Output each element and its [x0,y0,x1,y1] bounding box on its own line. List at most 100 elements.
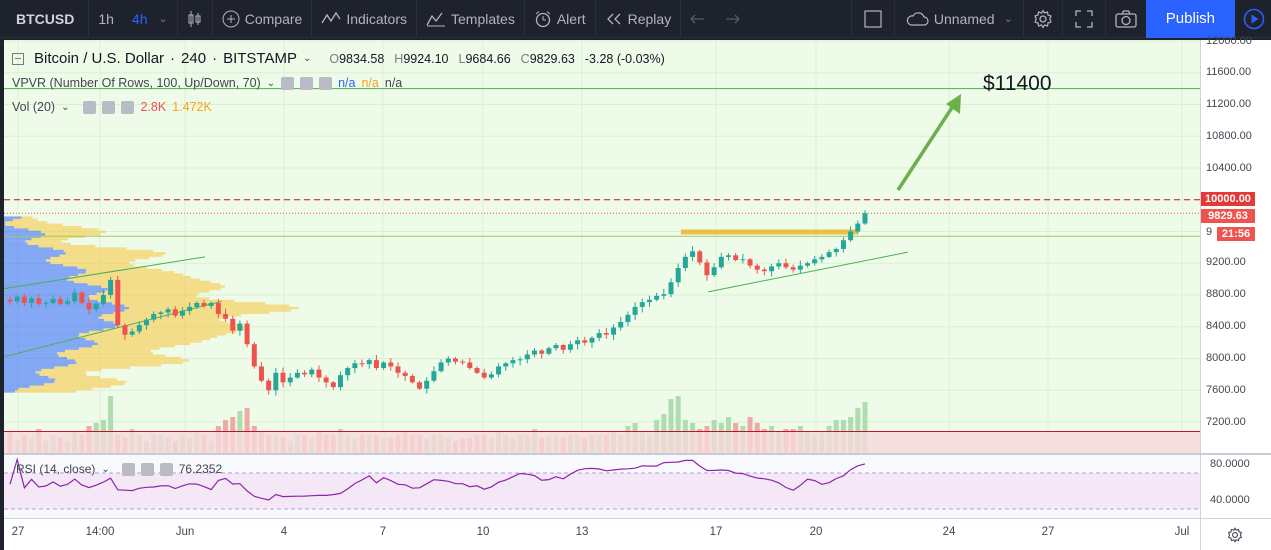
price-label: 8000.00 [1206,352,1246,364]
toolbar-divider [893,0,895,37]
toolbar-divider [1022,0,1024,37]
toolbar-divider [211,0,213,37]
chevron-down-icon[interactable]: ⌄ [302,53,312,64]
symbol-search-button[interactable]: BTCUSD [0,0,90,37]
undo-icon [690,14,705,23]
main-chart-pane[interactable] [4,40,1200,453]
snapshot-button[interactable] [1106,0,1146,37]
gear-icon[interactable] [140,462,154,476]
rsi-scale-label: 40.0000 [1210,494,1250,506]
toolbar-divider [523,0,525,37]
collapse-legend-button[interactable] [12,52,24,65]
indicators-button[interactable]: Indicators [312,0,416,37]
time-label: 13 [575,526,589,538]
legend-dot: · [212,50,218,67]
time-label: 24 [942,526,956,538]
interval-1h-button[interactable]: 1h [98,10,114,27]
time-label: 20 [809,526,823,538]
gear-icon[interactable] [1227,527,1243,543]
rsi-scale-label: 80.0000 [1210,458,1250,470]
replay-label: Replay [627,10,672,27]
pane-separator[interactable] [4,453,1271,455]
close-value: 9829.63 [529,51,575,66]
rsi-legend: RSI (14, close) ⌄ 76.2352 [16,462,222,476]
time-label: Jul [1174,526,1190,538]
price-label: 8800.00 [1206,288,1246,300]
chevron-down-icon[interactable]: ⌄ [101,463,110,475]
price-label-partial: 9 [1206,226,1213,238]
time-label: 10 [476,526,490,538]
time-label: 27 [1041,526,1055,538]
time-label: 27 [11,526,25,538]
low-value: 9684.66 [465,51,511,66]
level-price-tag[interactable]: 10000.00 [1201,192,1255,206]
toolbar-divider [416,0,418,37]
close-icon[interactable] [319,76,333,90]
eye-icon[interactable] [83,100,97,114]
redo-button[interactable] [715,0,749,37]
chart-style-button[interactable] [178,0,212,37]
price-label: 11600.00 [1206,66,1252,78]
settings-button[interactable] [1024,0,1062,37]
time-label: 14:00 [85,526,115,538]
candlestyle-icon [188,10,201,27]
last-price-tag[interactable]: 9829.63 [1201,209,1255,223]
price-label: 7200.00 [1206,416,1246,428]
alert-button[interactable]: Alert [525,0,595,37]
volume-title[interactable]: Vol (20) [12,100,56,114]
gear-icon[interactable] [300,76,314,90]
publish-button[interactable]: Publish [1145,0,1235,38]
chevron-down-icon[interactable]: ⌄ [266,77,276,89]
vpvr-value-2: n/a [361,76,379,90]
eye-icon[interactable] [281,76,295,90]
vpvr-title[interactable]: VPVR (Number Of Rows, 100, Up/Down, 70) [12,76,261,90]
toolbar-right-group: Unnamed ⌄ Publish [850,0,1271,38]
toolbar-divider [311,0,313,37]
change-value: -3.28 (-0.03%) [584,51,665,66]
price-label: 10800.00 [1206,130,1252,142]
price-scale[interactable] [1200,40,1271,453]
chevron-down-icon: ⌄ [1003,13,1013,25]
time-label: 17 [709,526,723,538]
play-button[interactable] [1235,0,1271,37]
vpvr-value-3: n/a [384,76,403,90]
open-value: 9834.58 [339,51,385,66]
alert-label: Alert [556,10,586,27]
symbol-title[interactable]: Bitcoin / U.S. Dollar [34,50,165,67]
plus-circle-icon [222,10,240,27]
alarm-clock-icon [535,10,551,27]
toolbar-divider [850,0,852,37]
main-legend: Bitcoin / U.S. Dollar · 240 · BITSTAMP ⌄… [12,50,665,67]
open-label: O [329,51,340,66]
time-axis[interactable] [4,518,1200,550]
compare-button[interactable]: Compare [213,0,312,37]
close-icon[interactable] [159,462,173,476]
close-icon[interactable] [121,100,135,114]
volume-value: 2.8K [140,100,167,114]
price-label: 12000.00 [1206,35,1252,47]
save-layout-button[interactable]: Unnamed ⌄ [895,0,1023,37]
legend-interval: 240 [181,50,207,67]
price-target-annotation[interactable]: $11400 [983,72,1052,95]
price-label: 7600.00 [1206,384,1246,396]
gear-icon[interactable] [102,100,116,114]
replay-button[interactable]: Replay [596,0,681,37]
fullscreen-button[interactable] [1063,0,1105,37]
interval-4h-button[interactable]: 4h ⌄ [123,0,177,37]
time-label: 7 [379,526,387,538]
redo-icon [726,14,741,23]
layout-button[interactable] [852,0,894,37]
chevron-down-icon[interactable]: ⌄ [61,101,70,113]
indicators-label: Indicators [346,10,408,27]
rsi-scale[interactable] [1200,455,1271,518]
layout-square-icon [864,9,882,28]
eye-icon[interactable] [121,462,135,476]
toolbar-divider [680,0,682,37]
templates-button[interactable]: Templates [417,0,524,37]
undo-button[interactable] [681,0,715,37]
chevron-down-icon[interactable]: ⌄ [158,13,168,25]
rsi-title[interactable]: RSI (14, close) [16,462,96,476]
high-value: 9924.10 [403,51,449,66]
top-toolbar: BTCUSD 1h 4h ⌄ Compare Indicators Templa… [0,0,1271,38]
close-label: C [520,51,530,66]
